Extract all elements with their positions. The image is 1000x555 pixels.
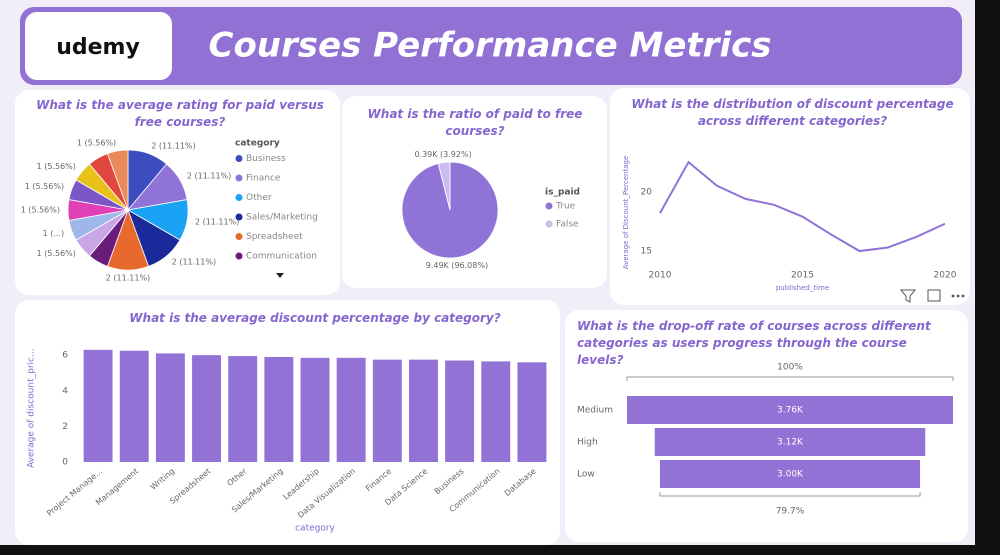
bar xyxy=(372,359,402,462)
more-icon[interactable] xyxy=(951,294,965,298)
bar xyxy=(409,359,438,462)
y-tick-label: 20 xyxy=(641,187,653,197)
bar xyxy=(300,357,330,462)
bottom-label: 79.7% xyxy=(776,507,805,517)
legend-label: Sales/Marketing xyxy=(246,213,318,223)
funnel-bar xyxy=(659,460,921,488)
bracket xyxy=(626,376,954,381)
legend-title: is_paid xyxy=(545,188,580,198)
bar xyxy=(445,360,475,462)
legend-label: Communication xyxy=(246,252,317,262)
legend-marker xyxy=(545,220,553,228)
data-label: 1 (5.56%) xyxy=(77,139,116,148)
legend-marker xyxy=(235,252,243,260)
data-label: 2 (11.11%) xyxy=(195,217,239,226)
line xyxy=(659,160,946,253)
axis-title: category xyxy=(295,524,335,534)
bar xyxy=(192,355,221,462)
pie-slice xyxy=(106,149,129,211)
pie-slice xyxy=(437,161,451,211)
y-tick-label: 15 xyxy=(641,247,652,257)
legend-marker xyxy=(235,194,243,201)
data-label: 1 (...) xyxy=(43,229,65,238)
bar xyxy=(155,353,185,462)
legend-label: Other xyxy=(246,193,272,203)
panel xyxy=(610,88,970,305)
top-label: 100% xyxy=(777,363,803,373)
chart-title: What is the average rating for paid vers… xyxy=(36,98,324,129)
chart-title: What is the ratio of paid to free course… xyxy=(367,107,583,138)
bar xyxy=(336,357,366,462)
legend-scroll[interactable] xyxy=(276,273,284,278)
legend-marker xyxy=(545,202,553,210)
x-tick-label: 2015 xyxy=(791,271,814,281)
y-tick-label: 2 xyxy=(62,422,68,432)
data-label: 3.76K xyxy=(777,406,804,416)
data-label: 2 (11.11%) xyxy=(106,274,150,283)
chart-title: What is the distribution of discount per… xyxy=(631,97,954,128)
logo-box xyxy=(25,12,172,80)
legend-marker xyxy=(235,155,243,162)
filter-icon[interactable] xyxy=(899,289,917,303)
axis-title: Average of discount_pric... xyxy=(27,348,37,468)
pie-slice xyxy=(401,161,499,259)
page-title: Courses Performance Metrics xyxy=(209,26,772,66)
x-tick-label: 2010 xyxy=(649,271,672,281)
legend-label: Business xyxy=(246,154,286,164)
header-bar xyxy=(20,7,962,85)
logo: udemy xyxy=(56,35,140,60)
legend-label: Finance xyxy=(246,174,281,184)
legend-label: True xyxy=(555,202,576,212)
data-label: 3.00K xyxy=(777,470,804,480)
y-tick-label: 0 xyxy=(62,458,68,468)
data-label: 2 (11.11%) xyxy=(172,258,216,267)
legend-marker xyxy=(235,233,243,240)
data-label: 3.12K xyxy=(777,438,804,448)
bar xyxy=(264,356,294,462)
axis-title: Average of Discount_Percentage xyxy=(622,156,630,270)
data-label: 2 (11.11%) xyxy=(187,172,231,181)
funnel-bar xyxy=(654,428,926,456)
y-tick-label: 4 xyxy=(62,386,68,396)
data-label: 1 (5.56%) xyxy=(37,249,76,258)
bar xyxy=(119,350,149,462)
category-label: High xyxy=(577,438,598,448)
data-label: 2 (11.11%) xyxy=(151,142,195,151)
legend-title: category xyxy=(235,139,280,149)
focus-icon[interactable] xyxy=(927,289,941,302)
category-label: Medium xyxy=(577,406,613,416)
bar xyxy=(517,362,547,462)
chart-title: What is the average discount percentage … xyxy=(129,311,501,325)
legend-marker xyxy=(235,174,243,182)
legend-label: False xyxy=(556,220,579,230)
data-label: 1 (5.56%) xyxy=(21,206,60,215)
bracket xyxy=(659,492,921,497)
axis-title: published_time xyxy=(776,284,829,292)
data-label: 1 (5.56%) xyxy=(37,162,76,171)
category-label: Low xyxy=(577,470,595,480)
data-label: 1 (5.56%) xyxy=(25,182,64,191)
x-tick-label: 2020 xyxy=(934,271,957,281)
legend-label: Spreadsheet xyxy=(246,232,303,242)
legend-marker xyxy=(235,213,243,221)
bar xyxy=(481,361,511,462)
y-tick-label: 6 xyxy=(62,351,68,361)
funnel-bar xyxy=(627,396,953,424)
data-label: 9.49K (96.08%) xyxy=(426,261,488,270)
bar xyxy=(83,349,113,462)
chart-title: What is the drop-off rate of courses acr… xyxy=(577,319,931,367)
data-label: 0.39K (3.92%) xyxy=(414,150,471,159)
bar xyxy=(228,356,258,462)
